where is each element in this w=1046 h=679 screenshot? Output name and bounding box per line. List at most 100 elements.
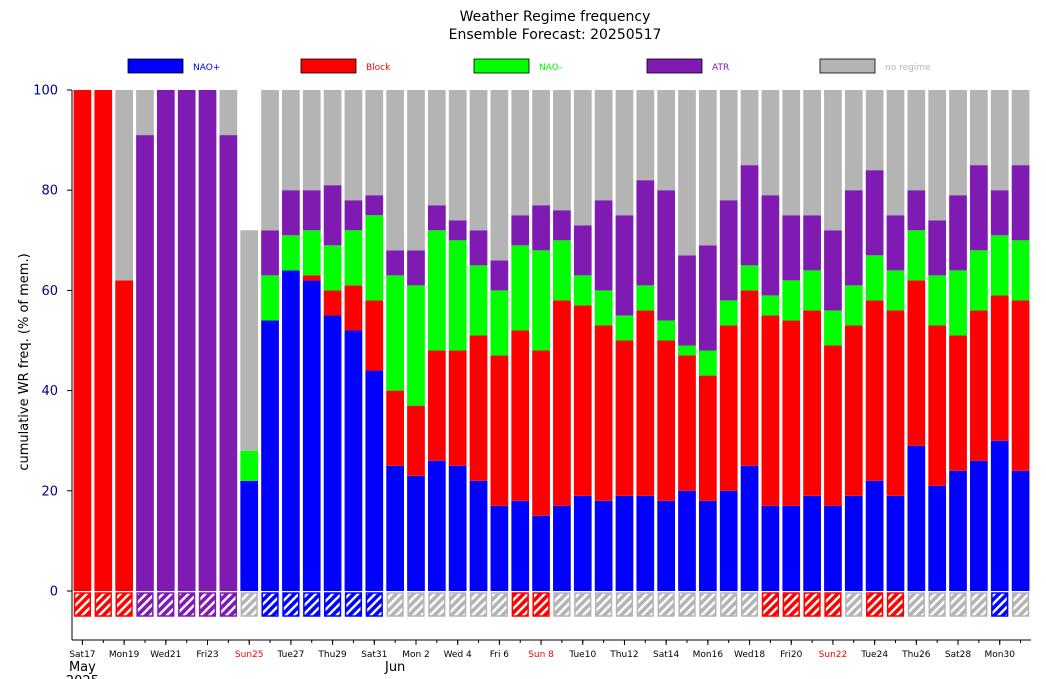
regime-marker-33	[761, 592, 780, 617]
x-tick-label-10: Tue27	[276, 650, 304, 660]
x-tick-label-0: Sat17	[69, 650, 95, 660]
regime-marker-44	[991, 592, 1009, 617]
bar-segment-atr-35	[803, 215, 821, 271]
bar-segment-noregime-27	[636, 90, 655, 181]
bar-segment-block-43	[970, 310, 988, 461]
bar-segment-atr-4	[156, 90, 175, 591]
bar-segment-block-17	[427, 350, 446, 461]
bar-segment-noregime-17	[427, 90, 446, 206]
bar-segment-atr-20	[490, 260, 509, 291]
bar-segment-block-13	[344, 285, 363, 331]
bar-segment-nao-35	[803, 270, 821, 311]
bar-segment-noregime-18	[448, 90, 467, 221]
x-tick-label-44: Mon30	[985, 650, 1016, 660]
regime-marker-11	[303, 592, 321, 617]
bar-segment-nao-17	[427, 460, 446, 591]
regime-marker-39	[886, 592, 905, 617]
bar-segment-nao-33	[761, 505, 780, 591]
x-tick-label-12: Thu29	[317, 650, 347, 660]
x-tick-label-38: Tue24	[860, 650, 888, 660]
year-label: 2025	[66, 674, 99, 679]
regime-marker-25	[595, 592, 613, 617]
bar-segment-nao-21	[511, 500, 530, 591]
bar-segment-block-2	[115, 280, 133, 591]
bar-segment-block-28	[657, 340, 676, 501]
x-tick-label-40: Thu26	[901, 650, 931, 660]
regime-marker-31	[720, 592, 738, 617]
bar-segment-nao-28	[657, 320, 676, 341]
bar-segment-nao-19	[469, 480, 488, 591]
x-tick-label-2: Mon19	[109, 650, 140, 660]
bar-segment-block-12	[323, 290, 342, 316]
legend-swatch-1	[300, 58, 357, 74]
bar-segment-noregime-31	[719, 90, 738, 201]
bar-segment-nao-15	[386, 275, 404, 391]
bar-segment-atr-31	[719, 200, 738, 301]
y-tick-label-0: 0	[50, 585, 58, 600]
bar-segment-nao-35	[803, 495, 821, 591]
bar-segment-noregime-7	[219, 90, 238, 136]
bar-segment-atr-37	[844, 190, 863, 286]
bar-segment-block-15	[386, 390, 404, 466]
regime-markers-layer	[73, 592, 1030, 617]
regime-marker-8	[240, 592, 258, 617]
bar-segment-nao-28	[657, 500, 676, 591]
regime-marker-27	[636, 592, 654, 617]
regime-marker-0	[73, 592, 92, 617]
legend-label-4: no regime	[885, 63, 931, 73]
bar-segment-atr-32	[740, 165, 759, 266]
chart-title: Weather Regime frequency	[460, 9, 651, 25]
bar-segment-nao-22	[532, 250, 550, 351]
bar-segment-noregime-16	[407, 90, 425, 251]
bar-segment-nao-44	[990, 440, 1009, 591]
bar-segment-nao-22	[532, 515, 550, 591]
bar-segment-atr-3	[136, 135, 154, 591]
bar-segment-nao-17	[427, 230, 446, 351]
x-tick-label-30: Mon16	[693, 650, 724, 660]
bar-segment-atr-41	[928, 220, 947, 276]
bar-segment-nao-20	[490, 290, 509, 356]
bar-segment-atr-12	[323, 185, 342, 246]
x-tick-label-16: Mon 2	[402, 650, 430, 660]
bar-segment-block-0	[73, 90, 92, 591]
regime-marker-32	[740, 592, 759, 617]
bar-segment-noregime-45	[1011, 90, 1030, 166]
legend-swatch-3	[646, 58, 703, 74]
bar-segment-nao-27	[636, 495, 655, 591]
month-label-may: May	[69, 660, 96, 675]
bar-segment-nao-14	[365, 370, 384, 591]
bar-segment-noregime-14	[365, 90, 384, 196]
bar-segment-nao-13	[344, 230, 363, 286]
regime-marker-20	[490, 592, 508, 617]
bar-segment-nao-32	[740, 465, 759, 591]
bar-segment-atr-21	[511, 215, 530, 246]
bar-segment-noregime-8	[240, 230, 259, 451]
bar-segment-nao-38	[865, 255, 884, 301]
legend-swatch-4	[819, 58, 876, 74]
bar-segment-block-42	[949, 335, 967, 471]
bar-segment-noregime-26	[615, 90, 634, 216]
bar-segment-atr-44	[990, 190, 1009, 236]
regime-marker-23	[553, 592, 571, 617]
regime-marker-35	[803, 592, 821, 617]
bar-segment-noregime-19	[469, 90, 488, 231]
bar-segment-noregime-43	[970, 90, 988, 166]
bar-segment-nao-19	[469, 265, 488, 336]
bar-segment-nao-36	[824, 505, 842, 591]
bar-segment-block-23	[553, 300, 571, 506]
bar-segment-atr-17	[427, 205, 446, 231]
x-tick-label-18: Wed 4	[444, 650, 472, 660]
bar-segment-noregime-11	[302, 90, 321, 191]
bar-segment-atr-39	[886, 215, 905, 271]
bar-segment-nao-34	[782, 280, 801, 321]
chart-subtitle: Ensemble Forecast: 20250517	[449, 27, 662, 43]
bar-segment-atr-28	[657, 190, 676, 321]
bar-segment-atr-14	[365, 195, 384, 216]
bars-layer	[73, 90, 1030, 591]
x-tick-label-20: Fri 6	[490, 650, 510, 660]
x-tick-label-22: Sun 8	[528, 650, 554, 660]
y-tick-label-60: 60	[41, 284, 58, 299]
regime-marker-10	[282, 592, 300, 617]
bar-segment-nao-31	[719, 490, 738, 591]
bar-segment-nao-41	[928, 275, 947, 326]
